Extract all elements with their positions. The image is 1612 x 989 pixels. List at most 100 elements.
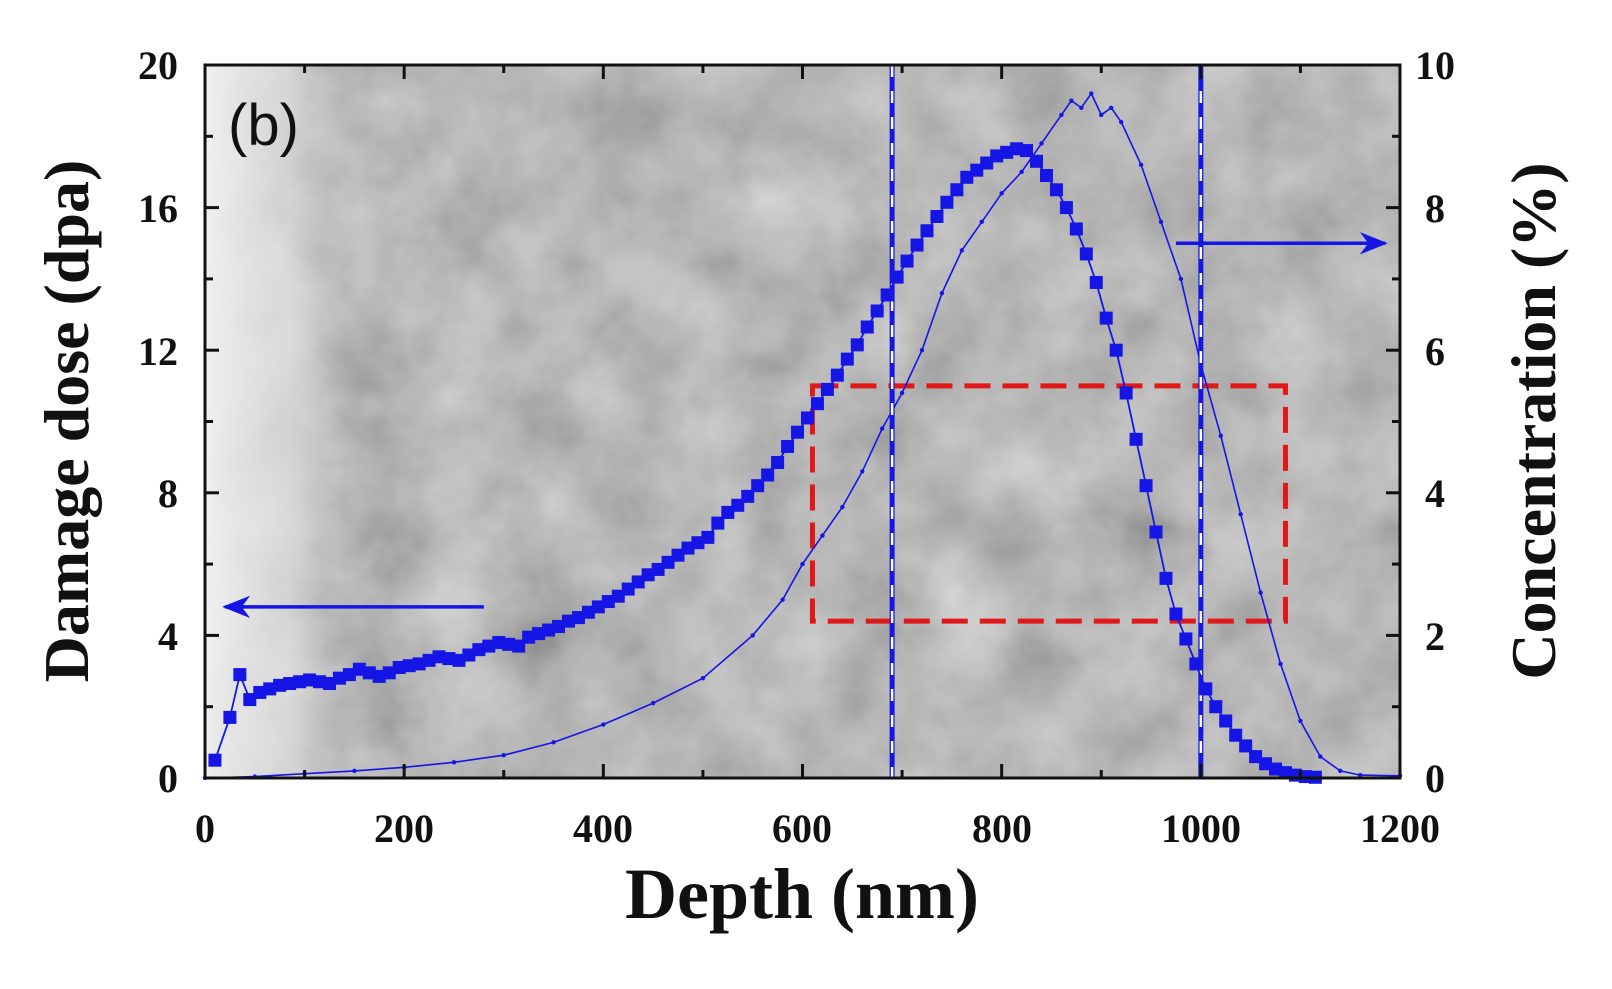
- panel-label: (b): [228, 93, 299, 158]
- damage-dose-point: [870, 304, 884, 318]
- damage-dose-point: [701, 530, 715, 544]
- damage-dose-point: [1219, 714, 1233, 728]
- damage-dose-point: [820, 382, 834, 396]
- damage-dose-point: [532, 627, 546, 641]
- damage-dose-point: [621, 582, 635, 596]
- damage-dose-point: [1119, 386, 1133, 400]
- concentration-point: [700, 675, 706, 681]
- damage-dose-point: [791, 425, 805, 439]
- damage-dose-point: [721, 505, 735, 519]
- y-left-tick-labels: 0 4 8 12 16 20: [138, 43, 178, 801]
- damage-dose-point: [1139, 479, 1153, 493]
- y-right-tick-label: 0: [1425, 756, 1445, 801]
- y-right-tick-label: 10: [1415, 43, 1455, 88]
- damage-dose-point: [452, 653, 466, 667]
- damage-dose-point: [412, 657, 426, 671]
- damage-dose-point: [522, 630, 536, 644]
- concentration-point: [800, 561, 805, 567]
- concentration-point: [601, 722, 606, 727]
- x-tick-label: 0: [195, 806, 215, 851]
- damage-dose-point: [402, 659, 416, 673]
- damage-dose-point: [392, 660, 406, 674]
- damage-dose-point: [1059, 201, 1073, 215]
- x-tick-label: 400: [573, 806, 633, 851]
- concentration-point: [1178, 276, 1184, 282]
- damage-dose-point: [1199, 682, 1213, 696]
- damage-dose-point: [611, 589, 625, 603]
- concentration-point: [780, 597, 785, 602]
- y-left-axis-title: Damage dose (dpa): [31, 160, 102, 683]
- damage-dose-point: [681, 541, 695, 555]
- concentration-point: [501, 752, 506, 758]
- x-tick-label: 200: [374, 806, 434, 851]
- concentration-line: [204, 91, 1401, 779]
- damage-dose-point: [432, 650, 446, 664]
- damage-dose-point: [1010, 142, 1024, 156]
- damage-dose-point: [512, 639, 526, 653]
- y-left-tick-label: 20: [138, 43, 178, 88]
- concentration-point: [999, 191, 1004, 196]
- damage-dose-point: [561, 614, 575, 628]
- damage-dose-point: [542, 623, 556, 637]
- concentration-point: [919, 348, 925, 353]
- concentration-point: [1059, 112, 1064, 118]
- damage-dose-point: [691, 536, 705, 550]
- damage-dose-point: [1049, 183, 1063, 197]
- damage-dose-point: [472, 643, 486, 657]
- damage-dose-point: [1239, 739, 1253, 753]
- damage-dose-point: [860, 320, 874, 334]
- damage-dose-point: [502, 637, 516, 651]
- damage-dose-point: [332, 671, 346, 685]
- damage-dose-point: [671, 548, 685, 562]
- damage-dose-point: [761, 468, 775, 482]
- y-right-tick-label: 2: [1425, 614, 1445, 659]
- damage-dose-point: [1189, 657, 1203, 671]
- concentration-point: [1069, 98, 1074, 103]
- damage-dose-point: [741, 489, 755, 503]
- damage-dose-point: [930, 210, 944, 224]
- damage-dose-point: [661, 555, 675, 569]
- damage-dose-point: [1229, 728, 1243, 742]
- damage-dose-point: [1129, 432, 1143, 446]
- concentration-point: [1039, 141, 1044, 146]
- concentration-point: [820, 533, 825, 538]
- damage-dose-point: [352, 662, 366, 676]
- concentration-point: [352, 768, 357, 774]
- damage-dose-point: [552, 619, 566, 633]
- x-tick-label: 1200: [1360, 806, 1440, 851]
- plot-layer: [202, 65, 1403, 784]
- damage-dose-point: [1030, 154, 1044, 168]
- damage-dose-point: [950, 183, 964, 197]
- damage-dose-point: [442, 652, 456, 666]
- damage-dose-point: [940, 195, 954, 209]
- concentration-point: [1357, 772, 1363, 778]
- damage-dose-point: [1109, 343, 1123, 357]
- ticks-layer: [203, 63, 1402, 780]
- damage-dose-point: [1000, 145, 1014, 159]
- y-right-tick-labels: 0 2 4 6 8 10: [1415, 43, 1455, 801]
- x-tick-labels: 0 200 400 600 800 1000 1200: [195, 806, 1440, 851]
- concentration-point: [1258, 590, 1263, 595]
- damage-dose-point: [581, 605, 595, 619]
- damage-dose-point: [840, 352, 854, 366]
- concentration-point: [979, 219, 984, 225]
- damage-dose-point: [1069, 222, 1083, 236]
- concentration-point: [1019, 169, 1024, 175]
- damage-dose-point: [1278, 766, 1292, 780]
- y-right-tick-label: 4: [1425, 471, 1445, 516]
- damage-dose-point: [1269, 762, 1283, 776]
- concentration-point: [1118, 119, 1124, 125]
- damage-dose-point: [751, 479, 765, 493]
- damage-dose-point: [372, 669, 386, 683]
- damage-dose-point: [651, 562, 665, 576]
- damage-dose-point: [1179, 632, 1193, 646]
- concentration-point: [1338, 768, 1343, 774]
- damage-dose-point: [631, 575, 645, 589]
- damage-dose-point: [1249, 750, 1263, 764]
- y-right-tick-label: 8: [1425, 186, 1445, 231]
- damage-dose-point: [920, 224, 934, 238]
- concentration-point: [939, 290, 945, 296]
- damage-dose-point: [263, 682, 277, 696]
- concentration-point: [451, 760, 457, 765]
